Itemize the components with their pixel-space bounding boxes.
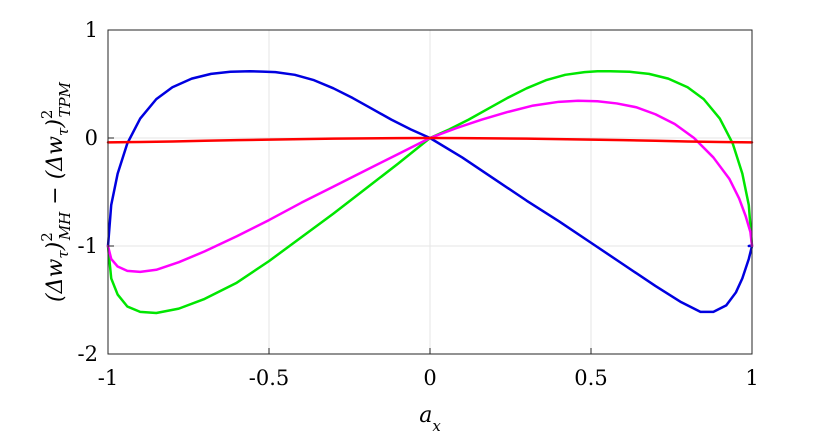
series-line-3 — [106, 99, 754, 274]
x-tick-label: 1 — [745, 366, 758, 390]
grid-lines — [107, 29, 753, 355]
y-tick-label: -2 — [78, 342, 98, 366]
y-axis-label: (Δwτ)2MH − (Δwτ)2TPM — [38, 81, 74, 302]
series-line-2 — [106, 70, 754, 315]
x-tick-label: 0 — [423, 366, 436, 390]
series-line-4 — [106, 136, 754, 144]
x-tick-label: -0.5 — [249, 366, 290, 390]
series-line-1 — [106, 70, 754, 314]
x-axis-label: ax — [419, 403, 441, 435]
y-tick-label: 0 — [85, 126, 98, 150]
series-group — [106, 70, 754, 315]
tick-group: -1 -0.5 0 0.5 1-2-101 — [78, 18, 759, 390]
y-tick-label: 1 — [85, 18, 98, 42]
y-tick-label: -1 — [78, 234, 98, 258]
x-tick-label: -1 — [98, 366, 118, 390]
x-tick-label: 0.5 — [574, 366, 607, 390]
